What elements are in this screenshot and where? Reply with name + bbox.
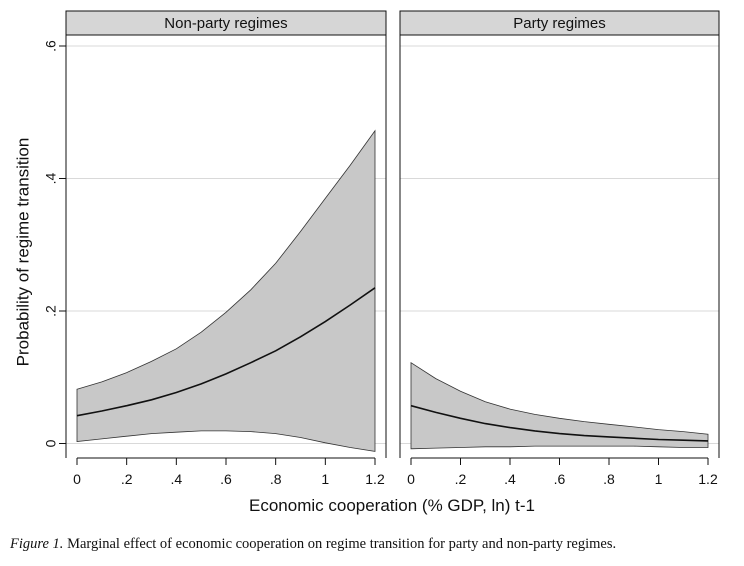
x-tick-label: 1 [655,471,663,487]
y-tick-label: .4 [43,172,59,184]
caption-label: Figure 1. [10,536,64,552]
x-tick-label: .4 [504,471,516,487]
y-axis-title: Probability of regime transition [13,138,32,367]
estimate-line [76,287,376,417]
ci-band [410,361,709,450]
y-tick-label: .2 [43,305,59,317]
x-tick-label: .2 [121,471,133,487]
x-tick-label: .2 [455,471,467,487]
x-tick-label: .8 [270,471,282,487]
figure-caption: Figure 1. Marginal effect of economic co… [10,536,740,553]
x-tick-label: .6 [220,471,232,487]
x-tick-label: 1.2 [365,471,385,487]
x-tick-label: .6 [554,471,566,487]
x-tick-label: .4 [170,471,182,487]
panel-header [399,10,720,36]
panel-non-party: Non-party regimes 0 .2 .4 .6 .8 1 1.2 [65,10,387,487]
x-tick-label: 1 [321,471,329,487]
estimate-line [410,404,709,442]
panel-title: Non-party regimes [164,15,287,32]
x-axis-title: Economic cooperation (% GDP, ln) t-1 [249,496,535,515]
y-tick-label: 0 [43,439,59,447]
y-tick-label: .6 [43,40,59,52]
x-tick-label: 0 [407,471,415,487]
panel-header [65,10,387,36]
x-tick-label: 1.2 [698,471,718,487]
panel-title: Party regimes [513,15,606,32]
ci-band [76,129,376,452]
x-tick-label: 0 [73,471,81,487]
x-tick-label: .8 [603,471,615,487]
panel-party: Party regimes 0 .2 .4 .6 .8 1 1.2 [399,10,720,487]
caption-text: Marginal effect of economic cooperation … [67,536,617,552]
